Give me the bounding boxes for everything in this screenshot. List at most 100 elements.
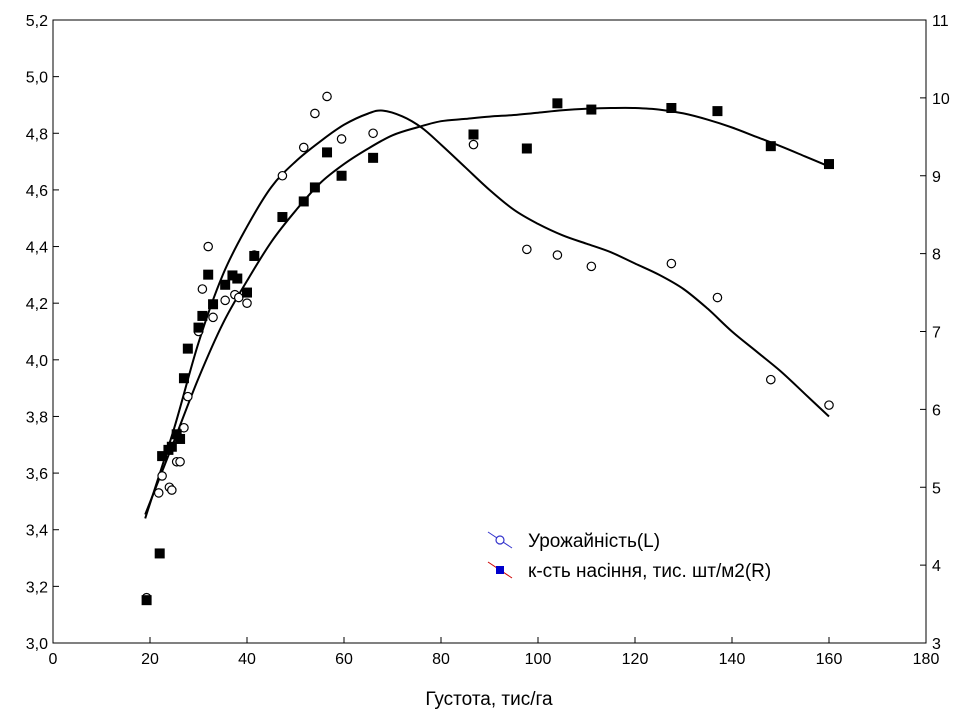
y-right-tick-label: 7 — [932, 325, 941, 342]
y-right-tick-label: 10 — [932, 91, 950, 108]
yield-point — [208, 312, 218, 323]
seed-count-point — [166, 441, 177, 452]
seed-count-point — [197, 310, 208, 321]
legend-marker-square — [496, 566, 504, 574]
seed-count-point — [277, 212, 288, 223]
legend: Урожайність(L) к-сть насіння, тис. шт/м2… — [487, 531, 771, 582]
yield-point — [179, 422, 189, 433]
seed-count-point — [468, 129, 479, 140]
y-left-tick-label: 3,6 — [26, 466, 48, 483]
seed-count-point — [765, 141, 776, 152]
seed-count-point — [586, 104, 597, 115]
yield-point — [175, 456, 185, 467]
yield-point — [765, 374, 776, 385]
yield-point — [522, 244, 532, 255]
yield-point — [712, 292, 723, 303]
y-left-tick-label: 4,0 — [26, 353, 48, 370]
seed-count-point — [208, 299, 219, 310]
y-right-tick-label: 6 — [932, 402, 941, 419]
seed-count-point — [521, 143, 532, 154]
seed-count-point — [309, 182, 320, 193]
x-tick-label: 60 — [335, 651, 353, 668]
y-right-tick-label: 4 — [932, 558, 941, 575]
seed-count-point — [824, 159, 834, 170]
y-left-tick-label: 3,2 — [26, 579, 48, 596]
x-tick-label: 80 — [432, 651, 450, 668]
x-tick-label: 40 — [238, 651, 256, 668]
yield-point — [666, 258, 677, 269]
y-right-tick-label: 9 — [932, 169, 941, 186]
seed-count-point — [368, 152, 379, 163]
x-axis-title: Густота, тис/га — [425, 689, 553, 710]
y-right-tick-label: 11 — [932, 13, 949, 30]
x-tick-label: 140 — [719, 651, 746, 668]
yield-point — [153, 488, 164, 498]
seed-count-point — [157, 451, 168, 462]
y-left-tick-label: 4,8 — [26, 126, 48, 143]
plot-area — [52, 19, 927, 644]
x-tick-label: 0 — [49, 651, 58, 668]
x-axis-ticks: 0 20 40 60 80 100 120 140 160 180 — [49, 637, 940, 668]
yield-point — [468, 139, 479, 150]
legend-label-seed-count: к-сть насіння, тис. шт/м2(R) — [528, 561, 771, 582]
seed-count-point — [712, 106, 723, 117]
seed-count-point — [182, 343, 193, 354]
y-right-tick-label: 3 — [932, 636, 941, 653]
y-left-tick-label: 4,4 — [26, 240, 48, 257]
seed-count-point — [336, 170, 347, 181]
seed-count-point — [193, 322, 204, 333]
yield-point — [157, 471, 167, 481]
yield-trend-curve — [144, 109, 830, 519]
seed-count-point — [220, 279, 231, 290]
yield-point — [220, 295, 230, 306]
y-left-tick-label: 5,2 — [26, 13, 48, 30]
y-left-tick-label: 3,0 — [26, 636, 48, 653]
yield-point — [277, 170, 288, 181]
yield-point — [322, 91, 332, 102]
x-tick-label: 160 — [816, 651, 843, 668]
yield-point — [552, 250, 563, 260]
x-tick-label: 20 — [141, 651, 159, 668]
yield-point — [167, 485, 177, 495]
seed-count-point — [242, 287, 252, 298]
yield-point — [203, 241, 213, 252]
seed-count-point — [298, 196, 309, 207]
yield-point — [336, 134, 347, 144]
seed-count-point — [178, 373, 189, 384]
y-right-tick-label: 5 — [932, 480, 941, 497]
yield-point — [586, 261, 597, 272]
yield-point — [310, 108, 320, 119]
yield-point — [233, 292, 244, 303]
y-left-axis-ticks: 3,0 3,2 3,4 3,6 3,8 4,0 4,2 4,4 4,6 4,8 5,0 5,2 — [26, 13, 59, 653]
seed-count-point — [154, 548, 165, 559]
legend-item-yield: Урожайність(L) — [487, 531, 660, 552]
y-left-tick-label: 4,6 — [26, 183, 48, 200]
seed-count-point — [666, 102, 677, 113]
data-markers — [141, 91, 834, 606]
yield-point — [183, 391, 193, 402]
yield-point — [242, 298, 252, 308]
y-left-tick-label: 3,4 — [26, 523, 48, 540]
x-tick-label: 100 — [525, 651, 552, 668]
y-right-axis-ticks: 3 4 5 6 7 8 9 10 11 — [920, 13, 950, 653]
seed-count-point — [232, 273, 243, 284]
y-left-tick-label: 4,2 — [26, 296, 48, 313]
yield-point — [298, 142, 309, 153]
seed-count-point — [322, 147, 333, 158]
yield-point — [368, 128, 378, 139]
y-left-tick-label: 5,0 — [26, 70, 48, 87]
legend-marker-circle — [495, 535, 505, 545]
x-tick-label: 120 — [622, 651, 649, 668]
seed-count-point — [552, 98, 563, 109]
y-left-tick-label: 3,8 — [26, 409, 48, 426]
seed-count-point — [141, 595, 152, 606]
legend-item-seed-count: к-сть насіння, тис. шт/м2(R) — [487, 561, 771, 582]
y-right-tick-label: 8 — [932, 247, 941, 264]
yield-point — [824, 400, 834, 410]
yield-point — [197, 284, 208, 294]
legend-label-yield: Урожайність(L) — [528, 531, 660, 552]
x-tick-label: 180 — [913, 651, 940, 668]
seed-count-point — [175, 433, 186, 444]
seed-count-point — [203, 269, 214, 280]
